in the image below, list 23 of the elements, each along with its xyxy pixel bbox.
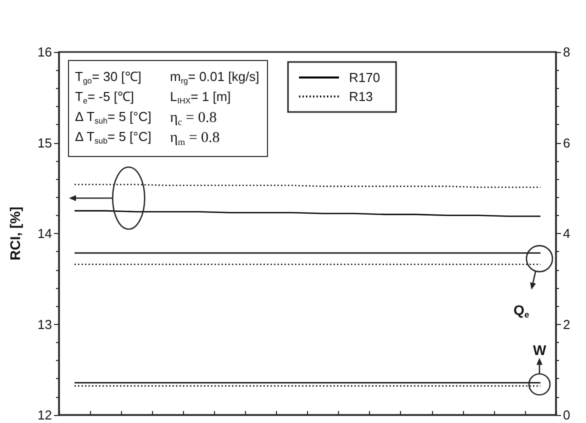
legend-label: R13 [349,89,373,104]
y2-tick-label: 2 [563,316,570,332]
y2-tick-label: 0 [563,408,570,422]
y2-tick-label: 4 [563,226,570,241]
annotation: η$_{c}$ = 0.8 [170,109,218,128]
annotation: T$_{go}$= 30 [℃] [75,68,142,87]
annotation: Q$_{e}$ [513,302,530,320]
annotation: m$_{rg}$= 0.01 [kg/s] [170,68,260,87]
annotation: T$_{e}$= -5 [℃] [75,88,136,107]
annotation: W [532,342,546,358]
y-tick-label: 12 [38,408,52,422]
annotation: Δ T$_{suh}$= 5 [°C] [75,108,152,127]
y-tick-label: 16 [38,44,52,60]
annotation: Δ T$_{sub}$= 5 [°C] [75,128,152,147]
y-tick-label: 15 [38,135,52,150]
y-tick-label: 13 [38,316,52,332]
y-tick-label: 14 [38,226,52,241]
y2-tick-label: 8 [563,44,570,60]
legend-label: R170 [349,70,380,85]
y-axis-title: RCI, [%] [7,206,23,260]
y2-tick-label: 6 [563,135,570,150]
annotation: η$_{m}$ = 0.8 [170,129,221,148]
annotation: L$_{IHX}$= 1 [m] [170,88,232,107]
